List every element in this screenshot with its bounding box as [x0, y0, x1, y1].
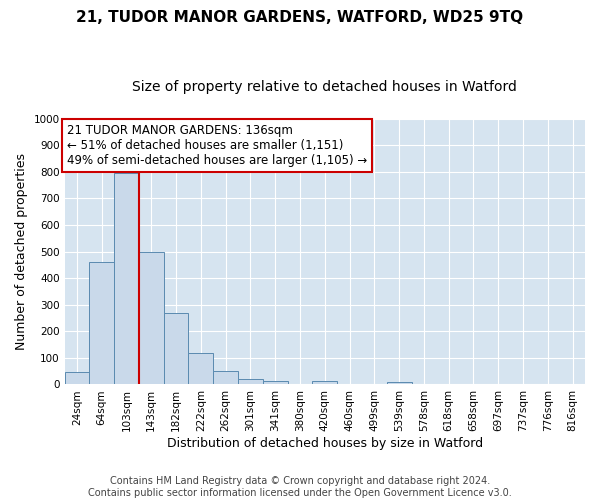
X-axis label: Distribution of detached houses by size in Watford: Distribution of detached houses by size …: [167, 437, 483, 450]
Text: 21 TUDOR MANOR GARDENS: 136sqm
← 51% of detached houses are smaller (1,151)
49% : 21 TUDOR MANOR GARDENS: 136sqm ← 51% of …: [67, 124, 367, 167]
Bar: [188, 352, 213, 384]
Bar: [89, 262, 114, 384]
Y-axis label: Number of detached properties: Number of detached properties: [15, 153, 28, 350]
Title: Size of property relative to detached houses in Watford: Size of property relative to detached ho…: [133, 80, 517, 94]
Bar: [164, 314, 188, 384]
Text: Contains HM Land Registry data © Crown copyright and database right 2024.
Contai: Contains HM Land Registry data © Crown c…: [88, 476, 512, 498]
Bar: [263, 382, 287, 384]
Bar: [65, 372, 89, 384]
Bar: [139, 252, 164, 384]
Text: 21, TUDOR MANOR GARDENS, WATFORD, WD25 9TQ: 21, TUDOR MANOR GARDENS, WATFORD, WD25 9…: [76, 10, 524, 25]
Bar: [387, 382, 412, 384]
Bar: [313, 382, 337, 384]
Bar: [114, 173, 139, 384]
Bar: [213, 371, 238, 384]
Bar: [238, 379, 263, 384]
